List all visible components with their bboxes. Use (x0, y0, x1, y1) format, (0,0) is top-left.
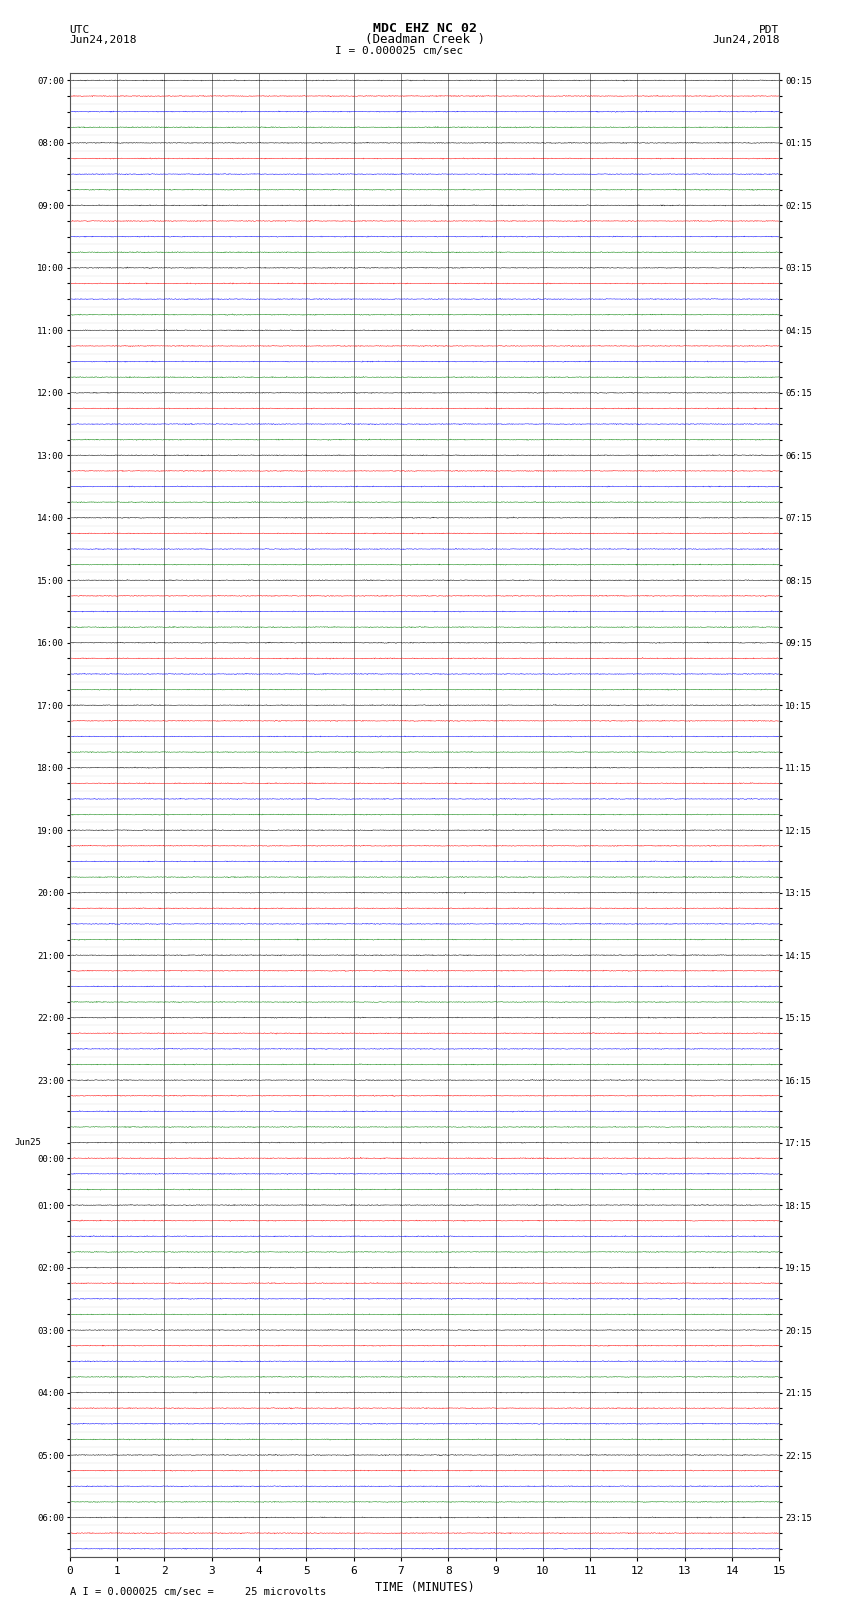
Text: I = 0.000025 cm/sec: I = 0.000025 cm/sec (336, 47, 463, 56)
Text: (Deadman Creek ): (Deadman Creek ) (365, 32, 485, 45)
Text: MDC EHZ NC 02: MDC EHZ NC 02 (373, 21, 477, 35)
Text: Jun24,2018: Jun24,2018 (70, 35, 137, 45)
Text: A I = 0.000025 cm/sec =     25 microvolts: A I = 0.000025 cm/sec = 25 microvolts (70, 1587, 326, 1597)
Text: PDT: PDT (759, 24, 779, 35)
Text: Jun24,2018: Jun24,2018 (712, 35, 779, 45)
Text: UTC: UTC (70, 24, 90, 35)
Text: Jun25: Jun25 (14, 1139, 42, 1147)
X-axis label: TIME (MINUTES): TIME (MINUTES) (375, 1581, 474, 1594)
